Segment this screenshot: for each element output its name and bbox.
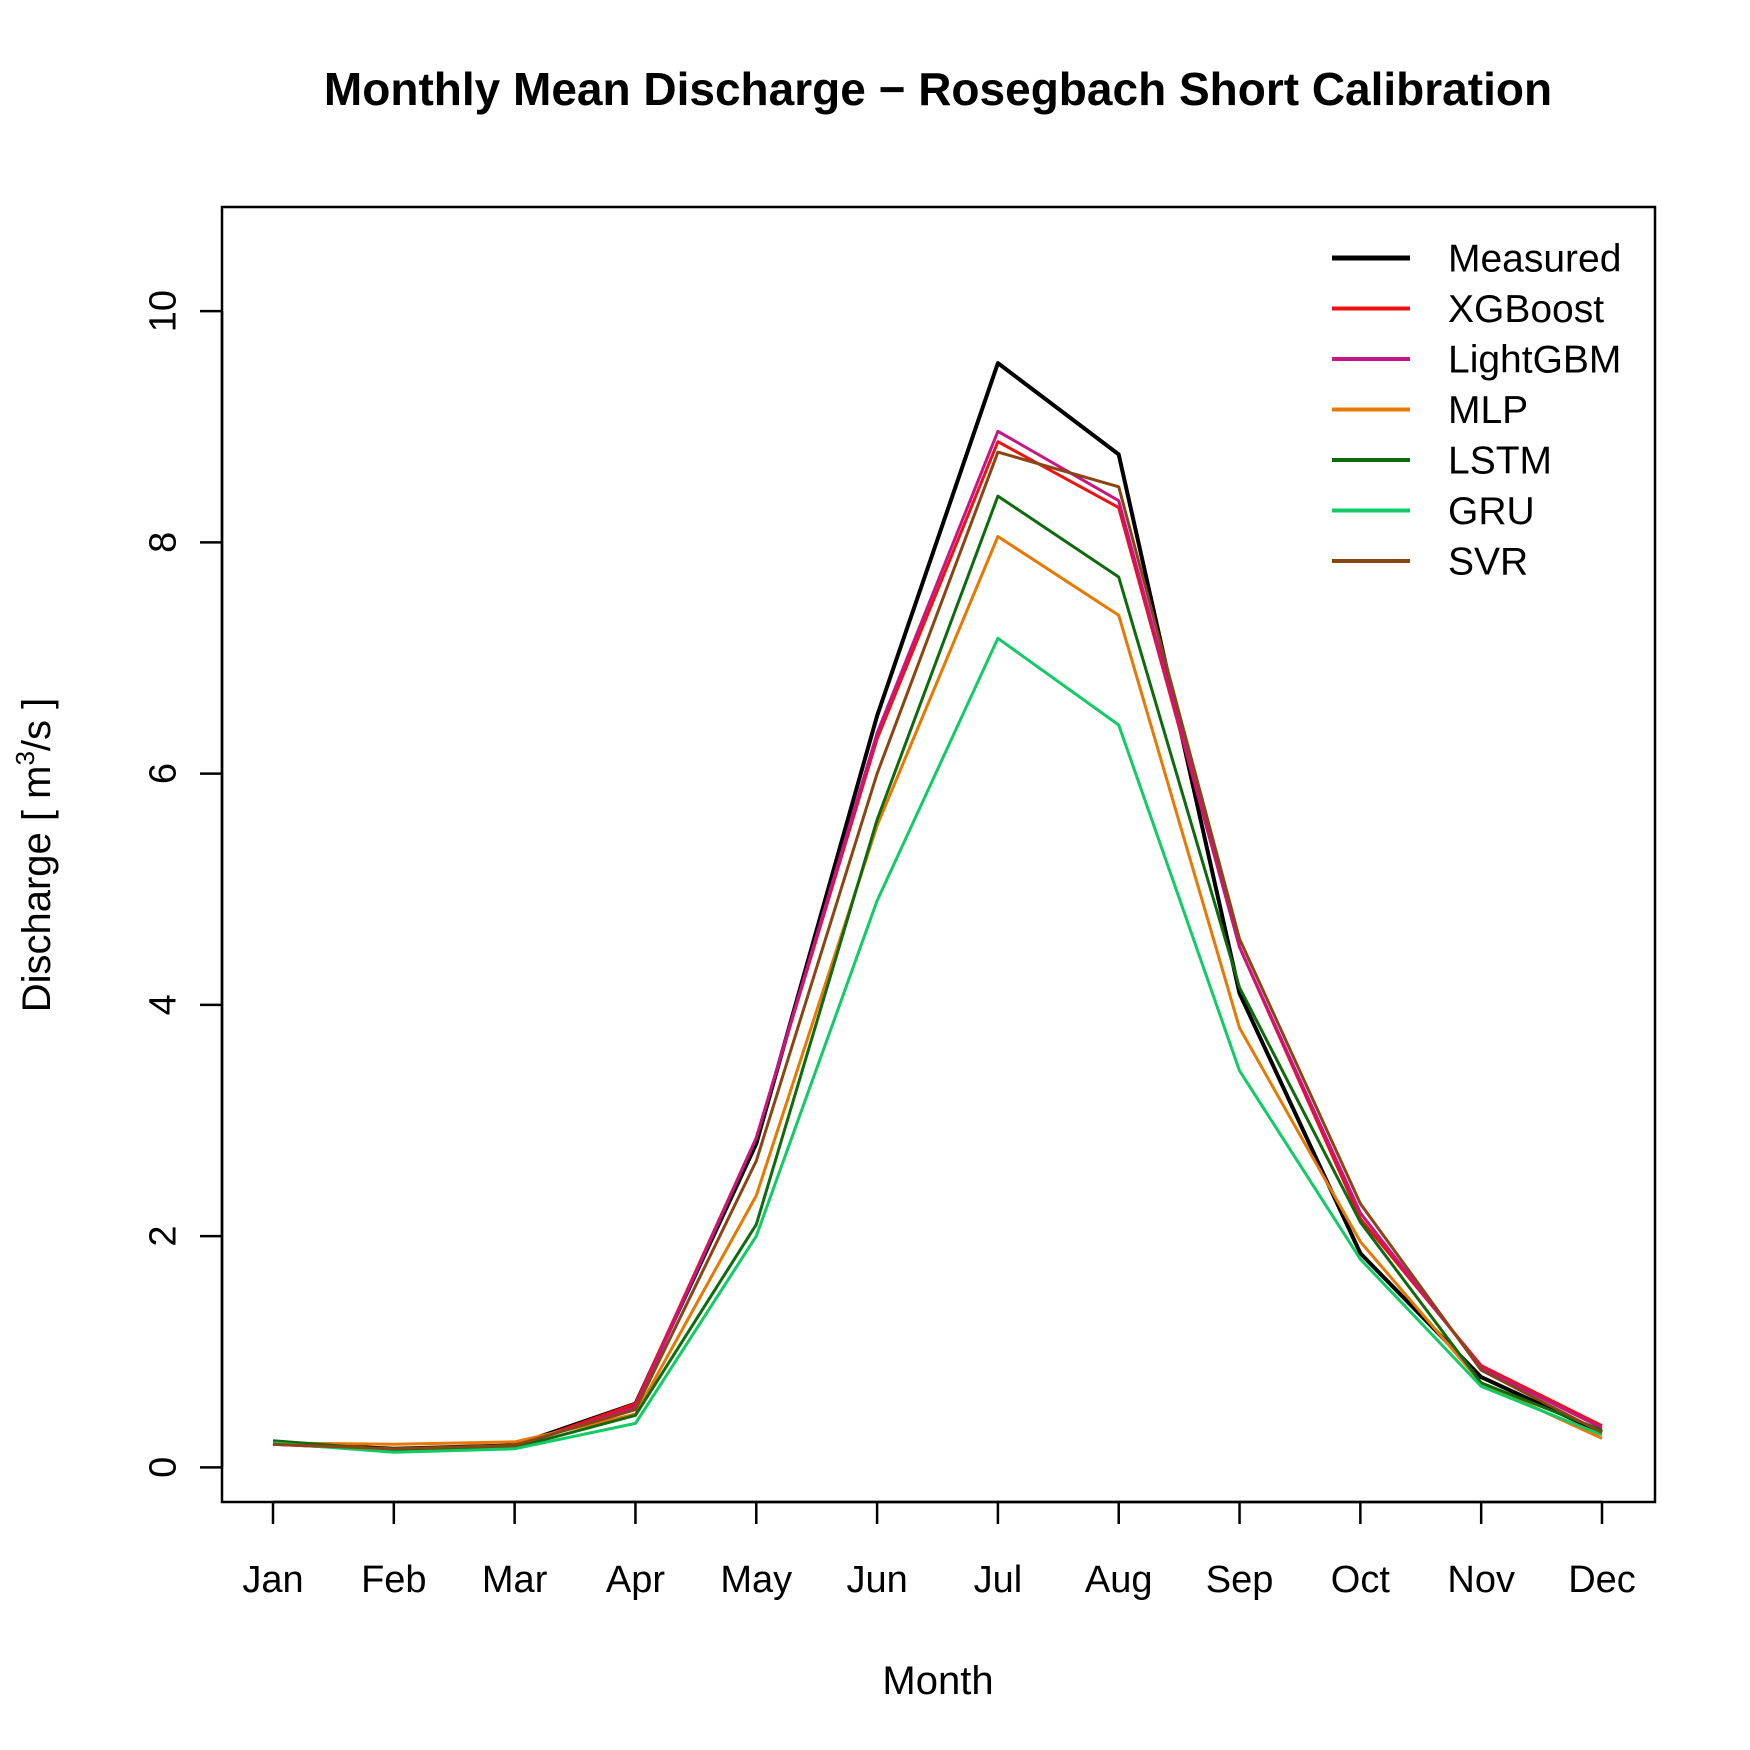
legend: Measured XGBoost LightGBM MLP LSTM GRU SVR xyxy=(1332,238,1621,584)
chart-title: Monthly Mean Discharge − Rosegbach Short… xyxy=(324,63,1552,115)
x-tick-label: Feb xyxy=(361,1559,426,1601)
y-axis-label: Discharge [ m3/s ] xyxy=(10,698,59,1013)
y-axis-label-sup: 3 xyxy=(10,751,40,765)
x-tick-label: Jun xyxy=(846,1559,907,1601)
legend-label-xgboost: XGBoost xyxy=(1448,288,1604,331)
x-tick-label: Aug xyxy=(1085,1559,1153,1601)
x-tick-label: Apr xyxy=(606,1559,665,1601)
x-tick-label: Jul xyxy=(974,1559,1023,1601)
y-axis-label-suffix: /s ] xyxy=(15,698,59,751)
x-tick-label: Mar xyxy=(482,1559,548,1601)
x-tick-label: Sep xyxy=(1206,1559,1274,1601)
y-axis-label-prefix: Discharge [ m xyxy=(15,766,59,1013)
y-tick-label: 8 xyxy=(142,532,184,553)
legend-label-svr: SVR xyxy=(1448,541,1528,584)
x-tick-label: Nov xyxy=(1447,1559,1515,1601)
series-line-gru xyxy=(272,636,1603,1454)
x-tick-label: Jan xyxy=(242,1559,303,1601)
y-tick-label: 6 xyxy=(142,763,184,784)
series-lines xyxy=(272,361,1603,1454)
x-axis: Jan Feb Mar Apr May Jun Jul Aug Sep Oct Nov Dec xyxy=(242,1500,1636,1601)
legend-label-mlp: MLP xyxy=(1448,389,1528,432)
series-line-lstm xyxy=(272,494,1603,1452)
y-axis: 0 2 4 6 8 10 xyxy=(142,290,224,1478)
series-line-measured xyxy=(272,361,1603,1451)
legend-label-measured: Measured xyxy=(1448,238,1621,281)
x-tick-label: Dec xyxy=(1568,1559,1636,1601)
x-tick-label: May xyxy=(720,1559,792,1601)
y-tick-label: 4 xyxy=(142,994,184,1015)
series-line-mlp xyxy=(272,535,1603,1446)
y-tick-label: 0 xyxy=(142,1457,184,1478)
legend-label-gru: GRU xyxy=(1448,490,1535,533)
legend-label-lightgbm: LightGBM xyxy=(1448,339,1621,382)
y-tick-label: 10 xyxy=(142,290,184,332)
legend-label-lstm: LSTM xyxy=(1448,440,1552,483)
plot-frame xyxy=(220,205,1657,1504)
x-axis-label: Month xyxy=(882,1659,993,1703)
y-tick-label: 2 xyxy=(142,1225,184,1246)
series-line-svr xyxy=(272,450,1603,1451)
x-tick-label: Oct xyxy=(1331,1559,1391,1601)
